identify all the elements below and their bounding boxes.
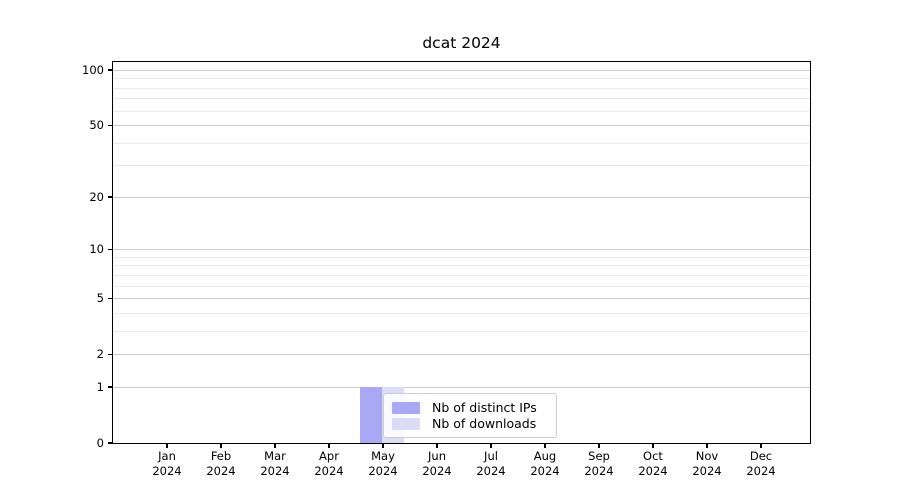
x-tick-year: 2024: [530, 464, 560, 478]
x-tick-mark: [490, 443, 492, 448]
y-tick-mark: [108, 196, 113, 198]
x-tick-label: Apr 2024: [302, 449, 356, 479]
gridline-minor: [113, 265, 810, 267]
x-tick-month: Mar: [264, 449, 286, 463]
x-tick-year: 2024: [422, 464, 452, 478]
x-tick-year: 2024: [638, 464, 668, 478]
legend-row: Nb of downloads: [392, 416, 548, 432]
y-tick-mark: [108, 69, 113, 71]
x-tick-year: 2024: [746, 464, 776, 478]
x-tick-month: May: [371, 449, 395, 463]
y-tick-label: 50: [89, 118, 104, 133]
y-tick-mark: [108, 353, 113, 355]
gridline-minor: [113, 98, 810, 100]
legend-rows: Nb of distinct IPs Nb of downloads: [392, 400, 548, 432]
bar-distinct-ips: [360, 386, 382, 443]
x-tick-mark: [544, 443, 546, 448]
gridline-minor: [113, 78, 810, 80]
y-tick-mark: [108, 297, 113, 299]
x-tick-mark: [328, 443, 330, 448]
legend-swatch: [392, 417, 420, 430]
x-tick-label: Jul 2024: [464, 449, 518, 479]
x-tick-label: Dec 2024: [734, 449, 788, 479]
x-tick-year: 2024: [314, 464, 344, 478]
x-tick-month: Sep: [588, 449, 610, 463]
gridline-major: [113, 354, 810, 356]
x-tick-month: Aug: [533, 449, 557, 463]
gridline-major: [113, 196, 810, 198]
x-tick-label: Jun 2024: [410, 449, 464, 479]
gridline-major: [113, 386, 810, 388]
x-tick-mark: [220, 443, 222, 448]
y-tick-mark: [108, 124, 113, 126]
y-tick-label: 0: [96, 436, 104, 450]
gridline-minor: [113, 312, 810, 314]
x-tick-label: Mar 2024: [248, 449, 302, 479]
x-tick-label: Feb 2024: [194, 449, 248, 479]
x-tick-month: Nov: [695, 449, 719, 463]
x-tick-month: Jan: [158, 449, 176, 463]
gridline-minor: [113, 110, 810, 112]
chart-title: dcat 2024: [422, 34, 501, 52]
x-tick-mark: [382, 443, 384, 448]
legend-row: Nb of distinct IPs: [392, 400, 548, 416]
x-tick-month: Jul: [484, 449, 498, 463]
legend-label: Nb of distinct IPs: [432, 400, 537, 415]
x-tick-label: Aug 2024: [518, 449, 572, 479]
x-tick-year: 2024: [368, 464, 398, 478]
x-tick-year: 2024: [206, 464, 236, 478]
gridline-minor: [113, 274, 810, 276]
y-tick-mark: [108, 442, 113, 444]
y-tick-label: 100: [82, 63, 104, 77]
gridline-major: [113, 70, 810, 71]
legend-label: Nb of downloads: [432, 416, 537, 431]
legend: Nb of distinct IPs Nb of downloads: [383, 393, 557, 438]
y-tick-label: 5: [96, 291, 104, 306]
x-tick-label: Jan 2024: [140, 449, 194, 479]
x-tick-month: Feb: [210, 449, 232, 463]
x-tick-month: Jun: [428, 449, 446, 463]
x-tick-label: Nov 2024: [680, 449, 734, 479]
y-tick-label: 1: [96, 379, 104, 394]
y-tick-mark: [108, 386, 113, 388]
x-tick-mark: [436, 443, 438, 448]
x-tick-year: 2024: [476, 464, 506, 478]
gridline-minor: [113, 256, 810, 258]
x-tick-year: 2024: [692, 464, 722, 478]
x-tick-year: 2024: [260, 464, 290, 478]
y-tick-label: 2: [96, 347, 104, 362]
gridline-minor: [113, 285, 810, 287]
x-tick-mark: [598, 443, 600, 448]
y-tick-label: 10: [89, 242, 104, 257]
gridline-minor: [113, 87, 810, 89]
gridline-major: [113, 125, 810, 127]
gridline-major: [113, 249, 810, 251]
legend-swatch: [392, 401, 420, 414]
gridline-major: [113, 298, 810, 300]
gridline-minor: [113, 330, 810, 332]
x-tick-label: Oct 2024: [626, 449, 680, 479]
x-tick-label: May 2024: [356, 449, 410, 479]
x-tick-mark: [760, 443, 762, 448]
gridline-minor: [113, 142, 810, 144]
x-tick-mark: [652, 443, 654, 448]
x-tick-year: 2024: [584, 464, 614, 478]
x-tick-month: Dec: [749, 449, 773, 463]
x-tick-month: Oct: [643, 449, 663, 463]
x-tick-mark: [706, 443, 708, 448]
x-tick-month: Apr: [319, 449, 339, 463]
y-tick-mark: [108, 248, 113, 250]
x-tick-year: 2024: [152, 464, 182, 478]
x-tick-mark: [274, 443, 276, 448]
gridline-minor: [113, 165, 810, 167]
y-tick-label: 20: [89, 189, 104, 204]
x-tick-mark: [166, 443, 168, 448]
x-tick-label: Sep 2024: [572, 449, 626, 479]
